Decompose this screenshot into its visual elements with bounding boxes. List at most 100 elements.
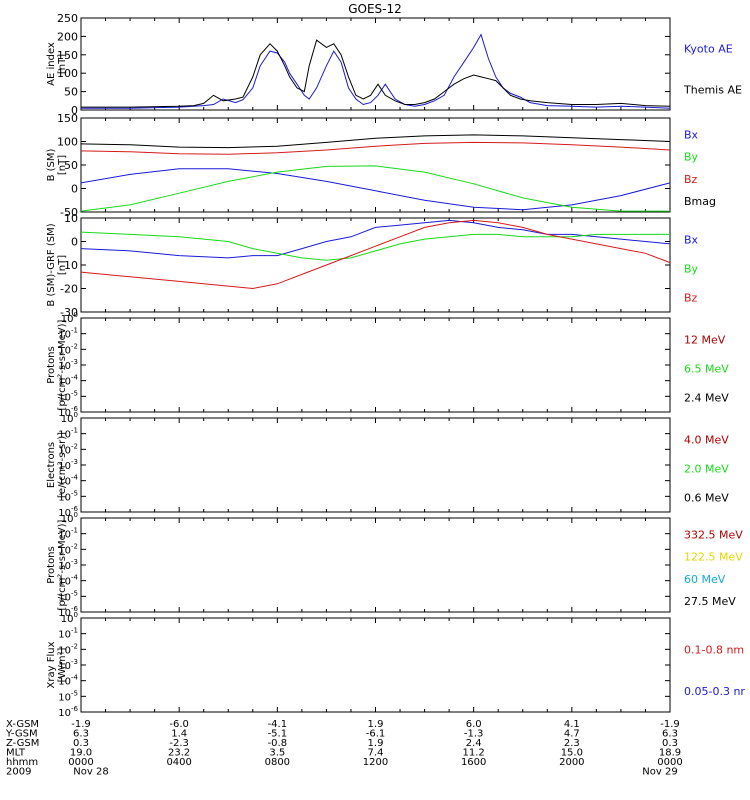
legend-entry: 0.05-0.3 nr xyxy=(684,685,745,698)
ephemeris-row-label: hhmm xyxy=(6,757,38,768)
legend-entry: 0.1-0.8 nm xyxy=(684,643,744,656)
series-line-by xyxy=(80,165,670,212)
y-axis-label: Xray Flux[W/m²] xyxy=(46,641,68,688)
ephemeris-value: 0000 xyxy=(657,757,682,768)
y-tick-label: 150 xyxy=(57,49,78,62)
y-tick-label: 100 xyxy=(57,67,78,80)
chart-panel-2: B (SM)[nT] -50 0 50 100 150 Bx By Bz Bmag xyxy=(46,112,716,219)
ephemeris-value: 18.9 xyxy=(659,748,681,759)
ephemeris-value: -0.8 xyxy=(268,738,288,749)
y-tick-label: 10-1 xyxy=(58,527,78,541)
y-tick-label: 10-2 xyxy=(58,342,78,356)
y-tick-exponent: -2 xyxy=(71,542,78,550)
series-line-themis-ae xyxy=(81,39,671,108)
y-tick-exponent: -5 xyxy=(71,489,78,497)
ephemeris-row-label: MLT xyxy=(6,748,26,759)
y-tick-label: 10-4 xyxy=(58,474,78,488)
ephemeris-value: 0400 xyxy=(166,757,191,768)
ephemeris-value: 2.3 xyxy=(564,738,580,749)
legend-entry: Bz xyxy=(684,173,698,186)
y-axis-label-line: Protons xyxy=(46,546,57,583)
legend-entry: 122.5 MeV xyxy=(684,551,743,564)
y-axis-label-line: [nT] xyxy=(57,54,68,74)
ephemeris-value: 11.2 xyxy=(463,748,485,759)
ephemeris-row-label: Y-GSM xyxy=(5,729,38,740)
legend-entry: 0.6 MeV xyxy=(684,492,729,505)
y-tick-label: 10-3 xyxy=(58,358,78,372)
y-axis-label-line: B (SM)-GRF (SM) xyxy=(46,223,57,306)
legend-entry: Bz xyxy=(684,292,698,305)
y-tick-exponent: -5 xyxy=(71,589,78,597)
y-tick-label: 10-4 xyxy=(58,574,78,588)
y-tick-label: 10-4 xyxy=(58,374,78,388)
y-tick-label: 150 xyxy=(57,112,78,125)
legend-entry: By xyxy=(684,263,699,276)
date-end-label: Nov 29 xyxy=(642,767,677,778)
series-line-bx xyxy=(80,168,671,211)
chart-panel-7: Xray Flux[W/m²] 10-6 10-510-4 10-3 10-210-1 1… xyxy=(46,611,745,719)
ephemeris-value: 0000 xyxy=(68,757,93,768)
y-tick-label: 10-5 xyxy=(58,389,78,403)
y-axis-label: B (SM)[nT] xyxy=(46,148,68,181)
y-tick-label: 10-5 xyxy=(58,589,78,603)
y-axis-label-line: [W/m²] xyxy=(57,647,68,682)
figure-title: GOES-12 xyxy=(348,2,402,16)
legend-entry: By xyxy=(684,151,699,164)
legend-entry: 27.5 MeV xyxy=(684,595,736,608)
legend-entry: 2.0 MeV xyxy=(684,463,729,476)
y-axis-label: Protons[p/(cm²-s-sr-MeV)] xyxy=(46,519,68,610)
y-tick-label: 10-4 xyxy=(58,674,78,688)
y-axis-label: Protons[p/(cm²-s-sr-MeV)] xyxy=(46,319,68,410)
series-line-kyoto-ae xyxy=(81,33,671,109)
y-tick-exponent: -3 xyxy=(71,458,78,466)
y-axis-label-line: Xray Flux xyxy=(46,641,57,688)
y-tick-exponent: 0 xyxy=(74,311,78,319)
ephemeris-value: 3.5 xyxy=(269,748,285,759)
series-line-bz xyxy=(80,141,671,155)
y-tick-exponent: -2 xyxy=(71,442,78,450)
y-tick-label: -50 xyxy=(60,206,78,219)
y-tick-exponent: -2 xyxy=(71,642,78,650)
y-tick-exponent: -4 xyxy=(71,374,79,382)
chart-panel-6: Protons[p/(cm²-s-sr-MeV)]10-610-510-410-… xyxy=(46,511,743,619)
y-tick-label: 0 xyxy=(71,183,78,196)
y-axis-label-line: [p/(cm²-s-sr-MeV)] xyxy=(57,319,68,410)
ephemeris-value: 7.4 xyxy=(368,748,384,759)
date-start-label: Nov 28 xyxy=(73,767,108,778)
y-tick-exponent: -1 xyxy=(71,527,78,535)
series-line-bx xyxy=(80,219,671,259)
y-tick-exponent: 0 xyxy=(74,611,78,619)
ephemeris-value: 2000 xyxy=(559,757,584,768)
y-tick-label: 10-1 xyxy=(58,327,78,341)
y-tick-label: 10-5 xyxy=(58,489,78,503)
y-tick-label: 10 xyxy=(64,212,78,225)
ephemeris-value: 1600 xyxy=(461,757,486,768)
ephemeris-value: 2.4 xyxy=(466,738,482,749)
ephemeris-value: 0800 xyxy=(265,757,290,768)
ephemeris-value: 19.0 xyxy=(70,748,92,759)
plot-frame xyxy=(80,417,671,513)
y-tick-label: 50 xyxy=(64,86,78,99)
x-axis-ephemeris: X-GSM -1.9 -6.0 -4.1 1.9 6.0 4.1 -1.9 Y-GSM 6.3 1.… xyxy=(5,719,683,778)
y-tick-label: 100 xyxy=(61,511,78,525)
y-axis-label: B (SM)-GRF (SM)[nT] xyxy=(46,223,68,306)
ephemeris-value: -6.1 xyxy=(366,729,386,740)
y-tick-label: 10-1 xyxy=(58,427,78,441)
y-tick-label: 100 xyxy=(61,411,78,425)
ephemeris-value: 1.9 xyxy=(368,719,384,730)
y-tick-label: 10-3 xyxy=(58,558,78,572)
ephemeris-value: 6.0 xyxy=(466,719,482,730)
y-tick-exponent: -5 xyxy=(71,389,78,397)
ephemeris-value: 0.3 xyxy=(662,738,678,749)
y-axis-label: Electrons[e/(cm²-s-sr)] xyxy=(46,432,68,498)
plot-frame xyxy=(80,217,671,313)
y-tick-label: 100 xyxy=(61,311,78,325)
legend-entry: 12 MeV xyxy=(684,334,726,347)
y-axis-label: AE index[nT] xyxy=(46,42,68,86)
y-tick-exponent: -6 xyxy=(71,705,79,713)
y-tick-exponent: -3 xyxy=(71,558,78,566)
y-tick-label: 200 xyxy=(57,30,78,43)
